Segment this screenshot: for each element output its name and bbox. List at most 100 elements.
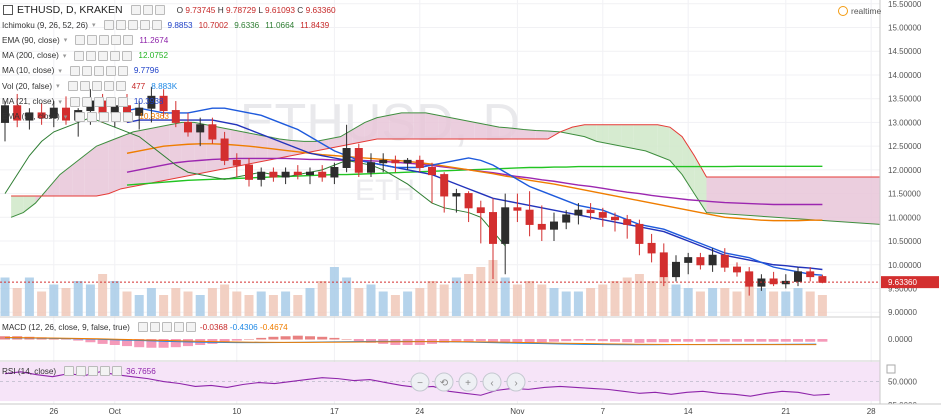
candle-body xyxy=(428,166,436,176)
volume-bar xyxy=(342,277,352,316)
volume-bar xyxy=(366,284,376,316)
realtime-indicator[interactable]: realtime xyxy=(838,6,881,16)
legend-label[interactable]: Ichimoku (9, 26, 52, 26) xyxy=(2,20,89,30)
macd-hist-bar xyxy=(292,335,303,340)
candle-body xyxy=(769,278,778,285)
legend-controls[interactable] xyxy=(103,20,162,30)
symbol-title[interactable]: ETHUSD, D, KRAKEN xyxy=(17,4,123,16)
chevron-down-icon[interactable]: ▾ xyxy=(58,67,62,75)
legend-row[interactable]: MA (200, close) ▾ 12.0752 xyxy=(2,49,168,63)
low-value: 9.61093 xyxy=(264,5,295,15)
zoom-in-icon: + xyxy=(465,378,471,389)
macd-hist-bar xyxy=(597,339,608,342)
macd-hist-bar xyxy=(793,339,803,342)
legend-value: 11.2674 xyxy=(139,35,169,45)
legend-label[interactable]: EMA (55, close) xyxy=(2,112,60,122)
macd-hist-bar xyxy=(256,337,267,340)
candle-body xyxy=(659,252,668,278)
ma200-line xyxy=(126,165,823,186)
legend-row[interactable]: EMA (90, close) ▾ 11.2674 xyxy=(2,33,168,47)
volume-bar xyxy=(744,281,754,316)
legend-controls[interactable] xyxy=(75,111,134,122)
legend-row[interactable]: MA (10, close) ▾ 9.7796 xyxy=(2,64,159,78)
chevron-down-icon[interactable]: ▾ xyxy=(63,37,68,45)
y-tick-label: 14.50000 xyxy=(888,47,922,56)
legend-controls[interactable] xyxy=(69,65,128,76)
macd-hist-bar xyxy=(646,339,657,343)
realtime-icon xyxy=(838,6,848,16)
legend-value: 477 xyxy=(131,81,146,91)
legend-controls[interactable] xyxy=(69,96,128,107)
candle-body xyxy=(464,193,473,209)
close-icon[interactable] xyxy=(154,5,165,15)
candle-body xyxy=(403,159,412,164)
legend-controls[interactable] xyxy=(67,81,126,92)
legend-value: 9.7796 xyxy=(133,66,159,76)
legend-row[interactable]: Ichimoku (9, 26, 52, 26) ▾ 9.8853 10.7002 9.… xyxy=(2,18,329,32)
volume-bar xyxy=(195,295,205,316)
volume-bar xyxy=(451,277,461,316)
chevron-down-icon[interactable]: ▾ xyxy=(58,98,62,106)
macd-hist-bar xyxy=(756,339,767,342)
time-axis-background xyxy=(0,404,941,418)
chevron-down-icon[interactable]: ▾ xyxy=(63,113,68,121)
volume-bar xyxy=(756,288,766,316)
lock-icon[interactable] xyxy=(142,5,153,15)
cloud-segment xyxy=(560,127,573,135)
chevron-down-icon[interactable]: ▾ xyxy=(62,52,67,60)
reset-icon: ⟲ xyxy=(440,378,449,389)
candle-body xyxy=(476,207,485,214)
scroll-right-icon: › xyxy=(514,378,517,389)
volume-bar xyxy=(769,291,779,316)
cloud-segment xyxy=(364,117,378,142)
volume-bar xyxy=(476,267,486,316)
legend-label[interactable]: MA (200, close) xyxy=(2,51,59,61)
legend-controls[interactable] xyxy=(74,50,133,61)
legend-label[interactable]: MA (10, close) xyxy=(2,66,55,76)
legend-row[interactable]: EMA (55, close) ▾ 10.9363 xyxy=(2,110,169,124)
y-tick-label: 14.00000 xyxy=(888,71,922,80)
menu-icon[interactable] xyxy=(3,5,13,15)
candle-body xyxy=(171,110,180,123)
volume-bar xyxy=(73,281,83,316)
macd-label[interactable]: MACD (12, 26, close, 9, false, true) xyxy=(2,322,130,332)
legend-label[interactable]: Vol (20, false) xyxy=(2,81,53,91)
reset-button[interactable] xyxy=(434,372,454,392)
settings-icon[interactable] xyxy=(130,5,141,15)
x-tick-label: 17 xyxy=(330,407,339,416)
legend-row[interactable]: Vol (20, false) ▾ 477 8.883K xyxy=(2,79,177,93)
cloud-segment xyxy=(181,122,195,177)
cloud-segment xyxy=(120,131,134,189)
header-controls[interactable] xyxy=(130,5,165,15)
candle-body xyxy=(513,207,522,211)
macd-controls[interactable] xyxy=(137,322,196,332)
scroll-right-button[interactable] xyxy=(506,372,526,392)
cloud-segment xyxy=(621,124,634,149)
nav-controls[interactable]: − ⟲ + ‹ › xyxy=(410,364,896,392)
chevron-down-icon[interactable]: ▾ xyxy=(56,83,60,91)
rsi-controls[interactable] xyxy=(64,366,123,376)
candle-body xyxy=(159,95,168,112)
candle-body xyxy=(269,171,278,178)
chevron-down-icon[interactable]: ▾ xyxy=(92,22,96,29)
legend-label[interactable]: MA (21, close) xyxy=(2,97,55,106)
scroll-left-button[interactable] xyxy=(482,372,502,392)
volume-bar xyxy=(695,291,705,316)
rsi-label[interactable]: RSI (14, close) xyxy=(2,366,57,376)
macd-hist-bar xyxy=(439,339,450,343)
macd-hist-bar xyxy=(719,339,730,342)
legend-label[interactable]: EMA (90, close) xyxy=(2,35,60,45)
zoom-in-button[interactable] xyxy=(458,372,478,392)
cloud-segment xyxy=(706,176,880,225)
x-tick-label: 21 xyxy=(781,407,790,416)
cloud-segment xyxy=(108,136,121,194)
candle-body xyxy=(184,121,192,133)
zoom-out-button[interactable] xyxy=(410,372,430,392)
legend-row[interactable]: MA (21, close) ▾ 10.3938 xyxy=(2,95,163,109)
ma10-line xyxy=(126,107,823,276)
legend-controls[interactable] xyxy=(75,35,134,46)
candle-body xyxy=(342,148,351,168)
close-value: 9.63360 xyxy=(305,5,336,15)
